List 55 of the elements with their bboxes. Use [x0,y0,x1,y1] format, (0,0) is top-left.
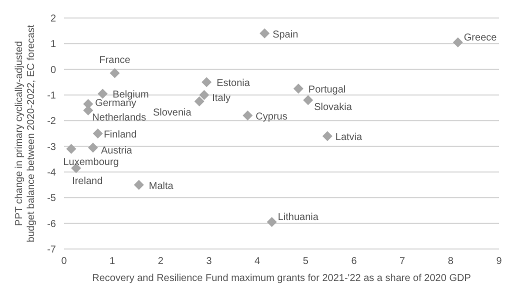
point [202,77,212,88]
x-tick-label: 3 [206,256,212,268]
annotation: Ireland [72,176,103,188]
x-tick-label: 0 [61,256,68,268]
point [260,28,270,38]
y-axis-title: PPT change in primary cyclically-adjusted budget balance between 2020-2022, EC forecast [14,24,37,242]
annotation: France [99,55,131,66]
y-tick-label: -6 [47,218,56,230]
annotation: Malta [148,180,174,192]
point [303,95,314,106]
y-tick-label: -1 [47,90,56,102]
y-tick-label: -4 [47,168,56,179]
point [98,88,108,99]
point [452,37,463,48]
point [199,90,210,100]
annotation: Slovenia [152,107,192,118]
annotation: Estonia [216,78,250,90]
point [66,144,76,154]
y-tick-label: 1 [50,39,56,50]
point [134,180,144,190]
point [266,217,277,228]
x-tick-label: 8 [448,256,454,268]
annotation: Lithuania [278,212,319,224]
x-axis-title: Recovery and Resilience Fund maximum grants for 2021-'22 as a share of 2020 GDP [92,273,472,284]
y-tick-label: 2 [50,14,56,25]
annotation: Netherlands [92,112,146,124]
y-tick-label: -7 [47,244,56,256]
annotation: Luxembourg [63,156,119,168]
annotation: Italy [212,93,231,104]
x-tick-label: 2 [158,256,164,268]
point [110,68,120,78]
y-tick-label: 0 [50,64,56,76]
x-tick-label: 1 [110,256,116,268]
point [293,84,304,94]
x-tick-label: 6 [351,256,358,268]
annotation: Spain [272,29,298,40]
y-tick-label: -3 [47,142,56,153]
x-tick-label: 7 [400,256,406,268]
y-tick-label: -2 [47,116,56,128]
annotation: Cyprus [256,112,288,123]
point [322,131,332,142]
x-tick-label: 9 [496,256,502,268]
annotation: Greece [464,32,498,44]
annotation: Austria [101,146,133,157]
annotation: Portugal [308,84,346,96]
x-tick-label: 5 [302,256,309,268]
point [88,142,98,153]
y-tick-label: -5 [47,193,56,204]
point [242,110,253,121]
annotation: Latvia [335,132,363,144]
annotation: Finland [104,130,137,140]
annotation: Slovakia [314,102,352,114]
point [92,128,103,138]
point [194,96,204,106]
x-tick-label: 4 [254,256,261,268]
